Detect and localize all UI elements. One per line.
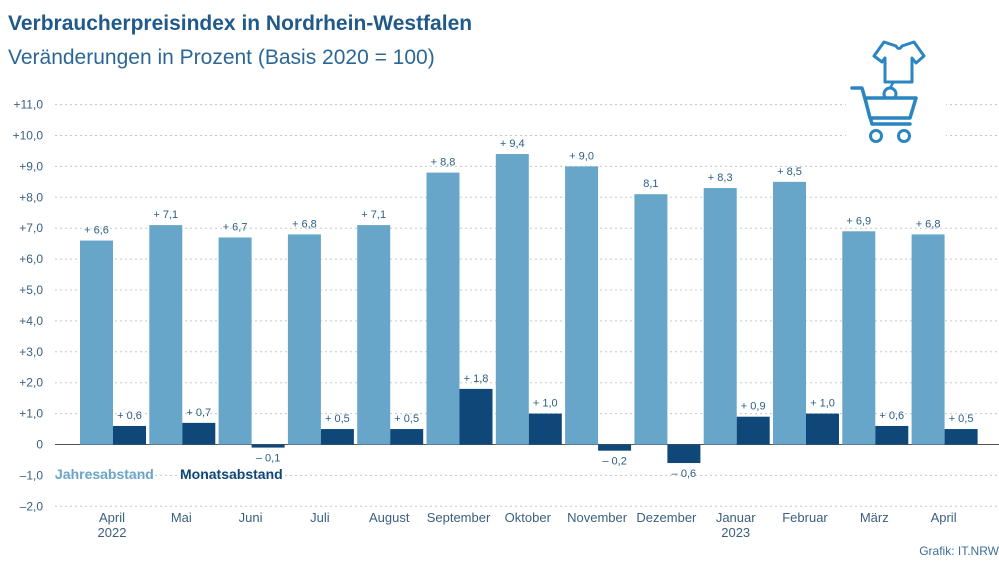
y-tick-label: +7,0 [19, 221, 43, 235]
bar-monatsabstand [667, 444, 701, 464]
bar-jahresabstand [842, 231, 876, 445]
data-label-monatsabstand: + 1,0 [533, 398, 558, 410]
data-label-monatsabstand: + 0,6 [117, 410, 142, 422]
data-label-monatsabstand: + 0,7 [186, 407, 211, 419]
data-label-monatsabstand: + 0,9 [741, 401, 766, 413]
data-label-jahresabstand: + 6,8 [916, 218, 941, 230]
y-tick-label: +11,0 [14, 98, 44, 112]
x-tick-label: November [567, 510, 628, 525]
data-label-jahresabstand: + 7,1 [153, 209, 178, 221]
x-tick-label: Januar [716, 510, 756, 525]
bar-jahresabstand [495, 154, 529, 445]
bar-jahresabstand [149, 225, 183, 445]
x-tick-label: 2023 [721, 525, 750, 540]
y-tick-label: 0 [36, 438, 43, 452]
data-label-jahresabstand: + 6,6 [84, 225, 109, 237]
bar-monatsabstand [390, 429, 424, 445]
bar-monatsabstand [459, 388, 493, 445]
x-tick-label: Mai [171, 510, 192, 525]
bar-monatsabstand [806, 413, 839, 445]
bar-monatsabstand [944, 429, 978, 445]
bar-jahresabstand [426, 172, 460, 445]
x-tick-label: Februar [782, 510, 828, 525]
y-tick-label: +2,0 [19, 376, 43, 390]
bar-monatsabstand [875, 425, 909, 445]
bar-jahresabstand [634, 194, 668, 445]
y-tick-label: –1,0 [20, 468, 44, 482]
y-tick-label: +1,0 [19, 407, 43, 421]
data-label-jahresabstand: + 8,8 [431, 157, 456, 169]
y-tick-label: –2,0 [20, 499, 44, 513]
shopping-basket-icon [846, 36, 946, 148]
data-label-monatsabstand: – 0,1 [256, 453, 280, 465]
data-label-monatsabstand: – 0,6 [672, 468, 696, 480]
legend-jahresabstand: Jahresabstand [55, 466, 154, 482]
x-tick-label: August [369, 510, 410, 525]
data-label-monatsabstand: – 0,2 [602, 456, 626, 468]
y-tick-label: +9,0 [19, 159, 43, 173]
page-subtitle: Veränderungen in Prozent (Basis 2020 = 1… [8, 46, 435, 69]
data-label-monatsabstand: + 0,6 [879, 410, 904, 422]
bar-jahresabstand [80, 240, 113, 445]
bar-jahresabstand [773, 181, 806, 445]
y-tick-label: +6,0 [19, 252, 43, 266]
bar-monatsabstand [598, 444, 632, 451]
x-tick-label: Dezember [636, 510, 697, 525]
bar-jahresabstand [218, 237, 252, 445]
data-label-jahresabstand: + 8,3 [708, 172, 733, 184]
data-label-jahresabstand: + 7,1 [361, 209, 386, 221]
x-tick-label: 2022 [98, 525, 127, 540]
bar-jahresabstand [703, 188, 737, 445]
legend-monatsabstand: Monatsabstand [180, 466, 283, 482]
x-tick-label: März [860, 510, 889, 525]
x-tick-label: April [931, 510, 957, 525]
y-tick-label: +10,0 [13, 129, 44, 143]
x-tick-label: Juli [310, 510, 330, 525]
x-tick-label: September [427, 510, 491, 525]
data-label-jahresabstand: + 6,8 [292, 218, 317, 230]
data-label-jahresabstand: 8,1 [643, 178, 658, 190]
x-tick-label: April [99, 510, 125, 525]
data-label-monatsabstand: + 0,5 [949, 413, 974, 425]
bar-jahresabstand [287, 234, 321, 445]
bar-jahresabstand [357, 225, 391, 445]
data-label-jahresabstand: + 6,7 [223, 221, 248, 233]
bar-monatsabstand [182, 422, 216, 445]
bar-monatsabstand [251, 444, 285, 448]
x-tick-label: Oktober [505, 510, 552, 525]
data-label-jahresabstand: + 8,5 [777, 166, 802, 178]
bar-jahresabstand [911, 234, 945, 445]
data-label-jahresabstand: + 6,9 [846, 215, 871, 227]
y-tick-label: +8,0 [19, 190, 43, 204]
data-label-monatsabstand: + 0,5 [325, 413, 350, 425]
y-tick-label: +3,0 [19, 345, 43, 359]
bar-jahresabstand [565, 166, 599, 445]
bar-monatsabstand [736, 416, 770, 445]
bar-monatsabstand [113, 425, 146, 445]
data-label-jahresabstand: + 9,0 [569, 150, 594, 162]
page-title: Verbraucherpreisindex in Nordrhein-Westf… [8, 12, 473, 35]
x-tick-label: Juni [239, 510, 263, 525]
bar-monatsabstand [528, 413, 562, 445]
data-label-monatsabstand: + 1,0 [810, 398, 835, 410]
data-label-jahresabstand: + 9,4 [500, 138, 525, 150]
data-label-monatsabstand: + 0,5 [394, 413, 419, 425]
source-note: Grafik: IT.NRW [919, 544, 999, 558]
data-label-monatsabstand: + 1,8 [464, 373, 489, 385]
bar-monatsabstand [320, 429, 354, 445]
y-tick-label: +5,0 [19, 283, 43, 297]
y-tick-label: +4,0 [19, 314, 43, 328]
